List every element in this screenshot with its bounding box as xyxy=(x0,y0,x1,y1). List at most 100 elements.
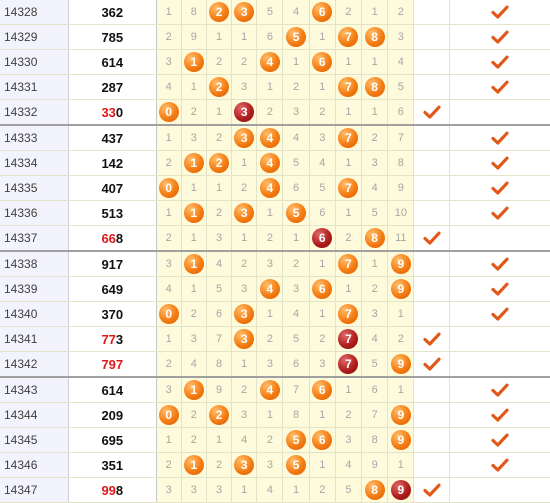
check-icon xyxy=(491,156,509,170)
draw-result: 917 xyxy=(68,251,157,277)
miss-count: 8 xyxy=(397,157,404,169)
miss-count: 1 xyxy=(190,81,197,93)
miss-count: 6 xyxy=(215,308,223,320)
hit-ball: 1 xyxy=(183,153,204,173)
miss-count: 3 xyxy=(215,484,223,496)
pair-mark-cell xyxy=(413,150,450,176)
digit-cell-4: 3 xyxy=(256,251,284,277)
miss-count: 1 xyxy=(345,384,352,396)
miss-count: 2 xyxy=(165,31,172,43)
check-icon xyxy=(491,30,509,44)
result-digit: 4 xyxy=(101,130,109,146)
digit-cell-8: 5 xyxy=(361,200,389,226)
hit-ball: 8 xyxy=(364,480,385,500)
hit-ball: 9 xyxy=(390,480,411,500)
hit-ball: 1 xyxy=(183,455,204,475)
hit-ball: 9 xyxy=(390,279,411,299)
digit-cell-8: 2 xyxy=(361,276,389,302)
miss-count: 1 xyxy=(165,6,172,18)
group-mark-cell xyxy=(449,99,550,126)
result-digit: 1 xyxy=(101,155,109,171)
digit-cell-4: 1 xyxy=(256,301,284,327)
table-row: 14330 614 3 1 2 2 4 1 6 1 1 4 xyxy=(0,49,550,75)
hit-ball: 9 xyxy=(390,354,411,374)
hit-ball: 3 xyxy=(234,304,255,324)
miss-count: 3 xyxy=(371,308,378,320)
digit-cell-8: 5 xyxy=(361,351,389,378)
table-row: 14340 370 0 2 6 3 1 4 1 7 3 1 xyxy=(0,301,550,327)
hit-ball: 5 xyxy=(286,430,307,450)
digit-cell-9: 9 xyxy=(387,276,415,302)
issue-number: 14332 xyxy=(0,99,69,126)
issue-number: 14338 xyxy=(0,251,69,277)
miss-count: 8 xyxy=(371,434,378,446)
digit-cell-9: 9 xyxy=(387,427,415,453)
table-row: 14339 649 4 1 5 3 4 3 6 1 2 9 xyxy=(0,276,550,302)
draw-result: 513 xyxy=(68,200,157,226)
digit-cell-7: 1 xyxy=(335,49,363,75)
digit-cell-3: 2 xyxy=(231,377,258,403)
miss-count: 7 xyxy=(397,132,404,144)
result-digit: 7 xyxy=(115,79,124,95)
digit-cell-7: 1 xyxy=(335,99,363,126)
digit-cell-9: 11 xyxy=(387,225,415,252)
pair-mark-cell xyxy=(413,225,450,252)
miss-count: 6 xyxy=(319,207,326,219)
result-digit: 3 xyxy=(115,331,124,347)
miss-count: 1 xyxy=(397,384,404,396)
digit-cell-2: 2 xyxy=(206,74,233,100)
digit-cell-3: 2 xyxy=(231,175,258,201)
issue-number: 14337 xyxy=(0,225,69,252)
result-digit: 7 xyxy=(115,180,124,196)
digit-cell-6: 6 xyxy=(309,276,336,302)
digit-cell-2: 5 xyxy=(206,276,233,302)
draw-result: 330 xyxy=(68,99,157,126)
hit-ball: 7 xyxy=(338,27,359,47)
result-digit: 4 xyxy=(108,281,116,297)
result-digit: 9 xyxy=(108,432,116,448)
miss-count: 3 xyxy=(266,258,273,270)
digit-cell-5: 7 xyxy=(282,377,310,403)
miss-count: 3 xyxy=(345,434,352,446)
digit-cell-5: 1 xyxy=(282,225,310,252)
miss-count: 7 xyxy=(371,409,378,421)
digit-cell-0: 2 xyxy=(156,351,182,378)
check-icon xyxy=(491,307,509,321)
table-row: 14328 362 1 8 2 3 5 4 6 2 1 2 xyxy=(0,0,550,25)
hit-ball: 8 xyxy=(364,27,385,47)
digit-cell-6: 2 xyxy=(309,99,336,126)
miss-count: 2 xyxy=(241,384,248,396)
digit-cell-3: 3 xyxy=(231,74,258,100)
check-icon xyxy=(491,80,509,94)
check-icon xyxy=(491,5,509,19)
result-digit: 6 xyxy=(108,4,116,20)
digit-cell-5: 4 xyxy=(282,0,310,25)
digit-cell-6: 1 xyxy=(309,74,336,100)
digit-cell-0: 1 xyxy=(156,125,182,151)
result-digit: 5 xyxy=(101,205,109,221)
digit-cell-2: 1 xyxy=(206,427,233,453)
digit-cell-9: 9 xyxy=(387,175,415,201)
hit-ball: 7 xyxy=(338,329,359,349)
result-digit: 6 xyxy=(101,230,109,246)
group-mark-cell xyxy=(449,452,550,478)
digit-cell-0: 2 xyxy=(156,452,182,478)
digit-cell-8: 8 xyxy=(361,24,389,50)
result-digit: 1 xyxy=(108,256,116,272)
result-digit: 3 xyxy=(101,457,109,473)
miss-count: 9 xyxy=(215,384,223,396)
result-digit: 3 xyxy=(115,205,124,221)
pair-mark-cell xyxy=(413,251,450,277)
digit-cell-0: 1 xyxy=(156,200,182,226)
digit-cell-2: 2 xyxy=(206,0,233,25)
miss-count: 5 xyxy=(215,283,223,295)
digit-cell-9: 9 xyxy=(387,351,415,378)
table-row: 14337 668 2 1 3 1 2 1 6 2 8 11 xyxy=(0,225,550,252)
digit-cell-1: 1 xyxy=(181,74,207,100)
digit-cell-6: 3 xyxy=(309,125,336,151)
miss-count: 1 xyxy=(190,182,197,194)
miss-count: 5 xyxy=(319,182,326,194)
table-row: 14343 614 3 1 9 2 4 7 6 1 6 1 xyxy=(0,377,550,403)
hit-ball: 3 xyxy=(234,329,255,349)
hit-ball: 4 xyxy=(259,178,280,198)
